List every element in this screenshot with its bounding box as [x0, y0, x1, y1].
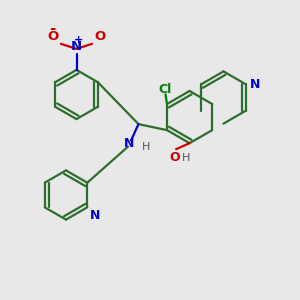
Text: N: N: [250, 78, 260, 91]
Text: +: +: [74, 35, 83, 45]
Text: -: -: [49, 21, 56, 36]
Text: O: O: [94, 30, 106, 43]
Text: N: N: [90, 209, 101, 222]
Text: N: N: [124, 136, 135, 149]
Text: N: N: [71, 40, 82, 53]
Text: Cl: Cl: [159, 82, 172, 96]
Text: O: O: [169, 151, 180, 164]
Text: H: H: [142, 142, 150, 152]
Text: H: H: [182, 153, 190, 163]
Text: O: O: [47, 30, 58, 43]
